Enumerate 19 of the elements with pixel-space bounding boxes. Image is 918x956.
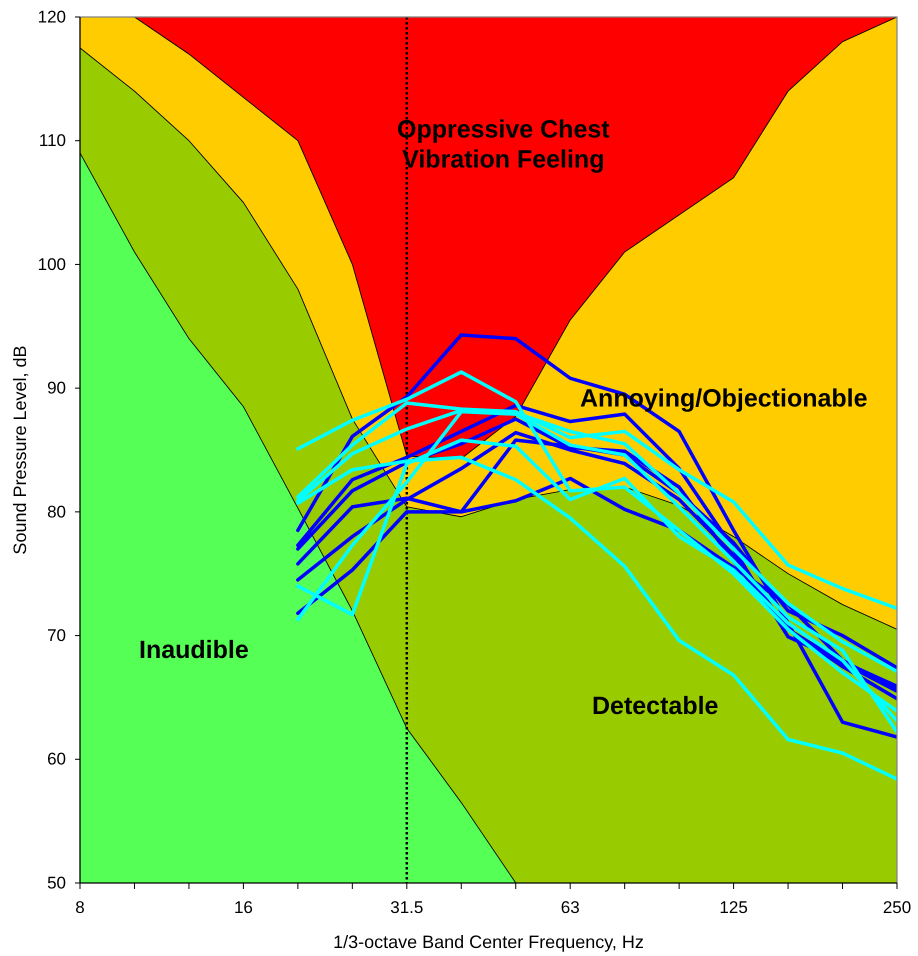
y-tick-label: 70 <box>47 626 66 646</box>
x-tick-label: 31.5 <box>390 898 424 918</box>
y-tick-label: 60 <box>47 750 66 769</box>
y-tick-label: 90 <box>47 378 66 398</box>
series-label: Detectable <box>592 692 719 720</box>
y-axis-title: Sound Pressure Level, dB <box>10 345 30 555</box>
y-tick-label: 120 <box>38 7 66 26</box>
y-tick-label: 100 <box>38 254 66 274</box>
x-tick-label: 63 <box>560 898 580 918</box>
x-tick-label: 125 <box>719 898 748 918</box>
series-label: Inaudible <box>139 636 249 664</box>
x-axis-title: 1/3-octave Band Center Frequency, Hz <box>333 932 644 952</box>
y-tick-label: 50 <box>47 873 66 892</box>
x-tick-label: 8 <box>75 898 85 918</box>
x-tick-label: 250 <box>882 898 912 918</box>
y-tick-label: 110 <box>38 131 66 150</box>
x-tick-label: 16 <box>234 898 253 918</box>
y-tick-label: 80 <box>47 502 66 522</box>
series-label: Oppressive Chest Vibration Feeling <box>397 115 610 174</box>
